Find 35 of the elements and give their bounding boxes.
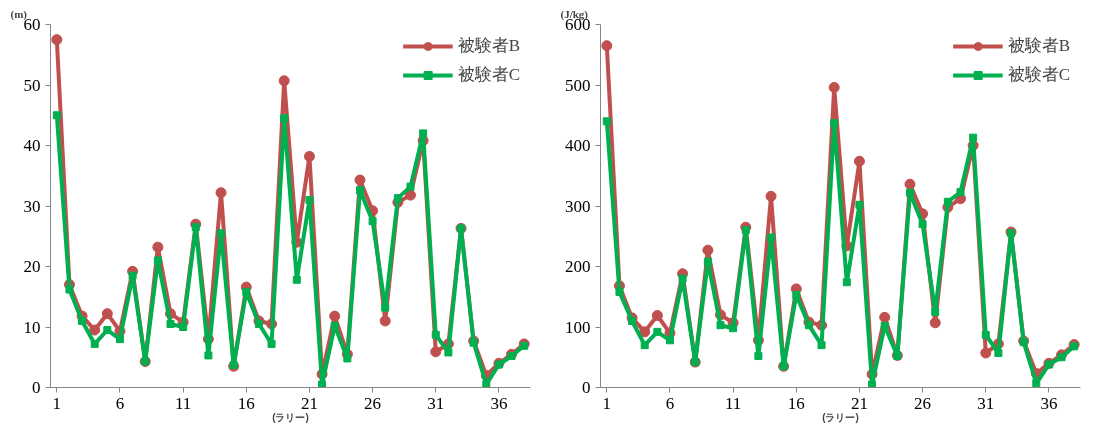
x-tick-label: 11 — [174, 393, 192, 413]
x-tick-label: 36 — [490, 393, 508, 413]
x-tick-label: 1 — [52, 393, 62, 413]
x-tick-label: 21 — [300, 393, 318, 413]
x-tick-label: 16 — [237, 393, 255, 413]
y-tick-label: 0 — [32, 378, 41, 397]
y-tick-label: 500 — [565, 75, 591, 95]
x-tick-label: 31 — [977, 393, 995, 413]
y-tick-label: 30 — [23, 196, 41, 216]
x-tick-label: 31 — [427, 393, 445, 413]
y-tick-label: 400 — [565, 136, 591, 155]
y-tick-label: 20 — [23, 257, 41, 276]
legend-label: 被験者C — [457, 64, 520, 86]
x-tick-label: 36 — [1040, 393, 1058, 413]
y-tick-label: 10 — [23, 317, 41, 337]
legend-label: 被験者C — [1007, 64, 1070, 86]
y-tick-label: 0 — [582, 378, 591, 397]
y-tick-label: 300 — [565, 196, 591, 216]
y-tick-label: 50 — [23, 75, 41, 95]
x-tick-label: 26 — [364, 393, 382, 413]
x-tick-label: 26 — [914, 393, 932, 413]
x-tick-label: 21 — [850, 393, 868, 413]
x-tick-label: 16 — [787, 393, 805, 413]
legend-label: 被験者B — [1007, 35, 1070, 57]
y-tick-label: 100 — [565, 317, 591, 337]
y-axis-title: (J/kg) — [560, 7, 589, 21]
x-tick-label: 11 — [724, 393, 742, 413]
legend-label: 被験者B — [457, 35, 520, 57]
y-tick-label: 40 — [23, 136, 41, 155]
x-tick-label: 1 — [602, 393, 612, 413]
x-axis-title: (ラリー) — [272, 411, 309, 423]
x-axis-title: (ラリー) — [822, 411, 859, 423]
x-tick-label: 6 — [665, 393, 675, 413]
y-tick-label: 200 — [565, 257, 591, 276]
x-tick-label: 6 — [115, 393, 125, 413]
